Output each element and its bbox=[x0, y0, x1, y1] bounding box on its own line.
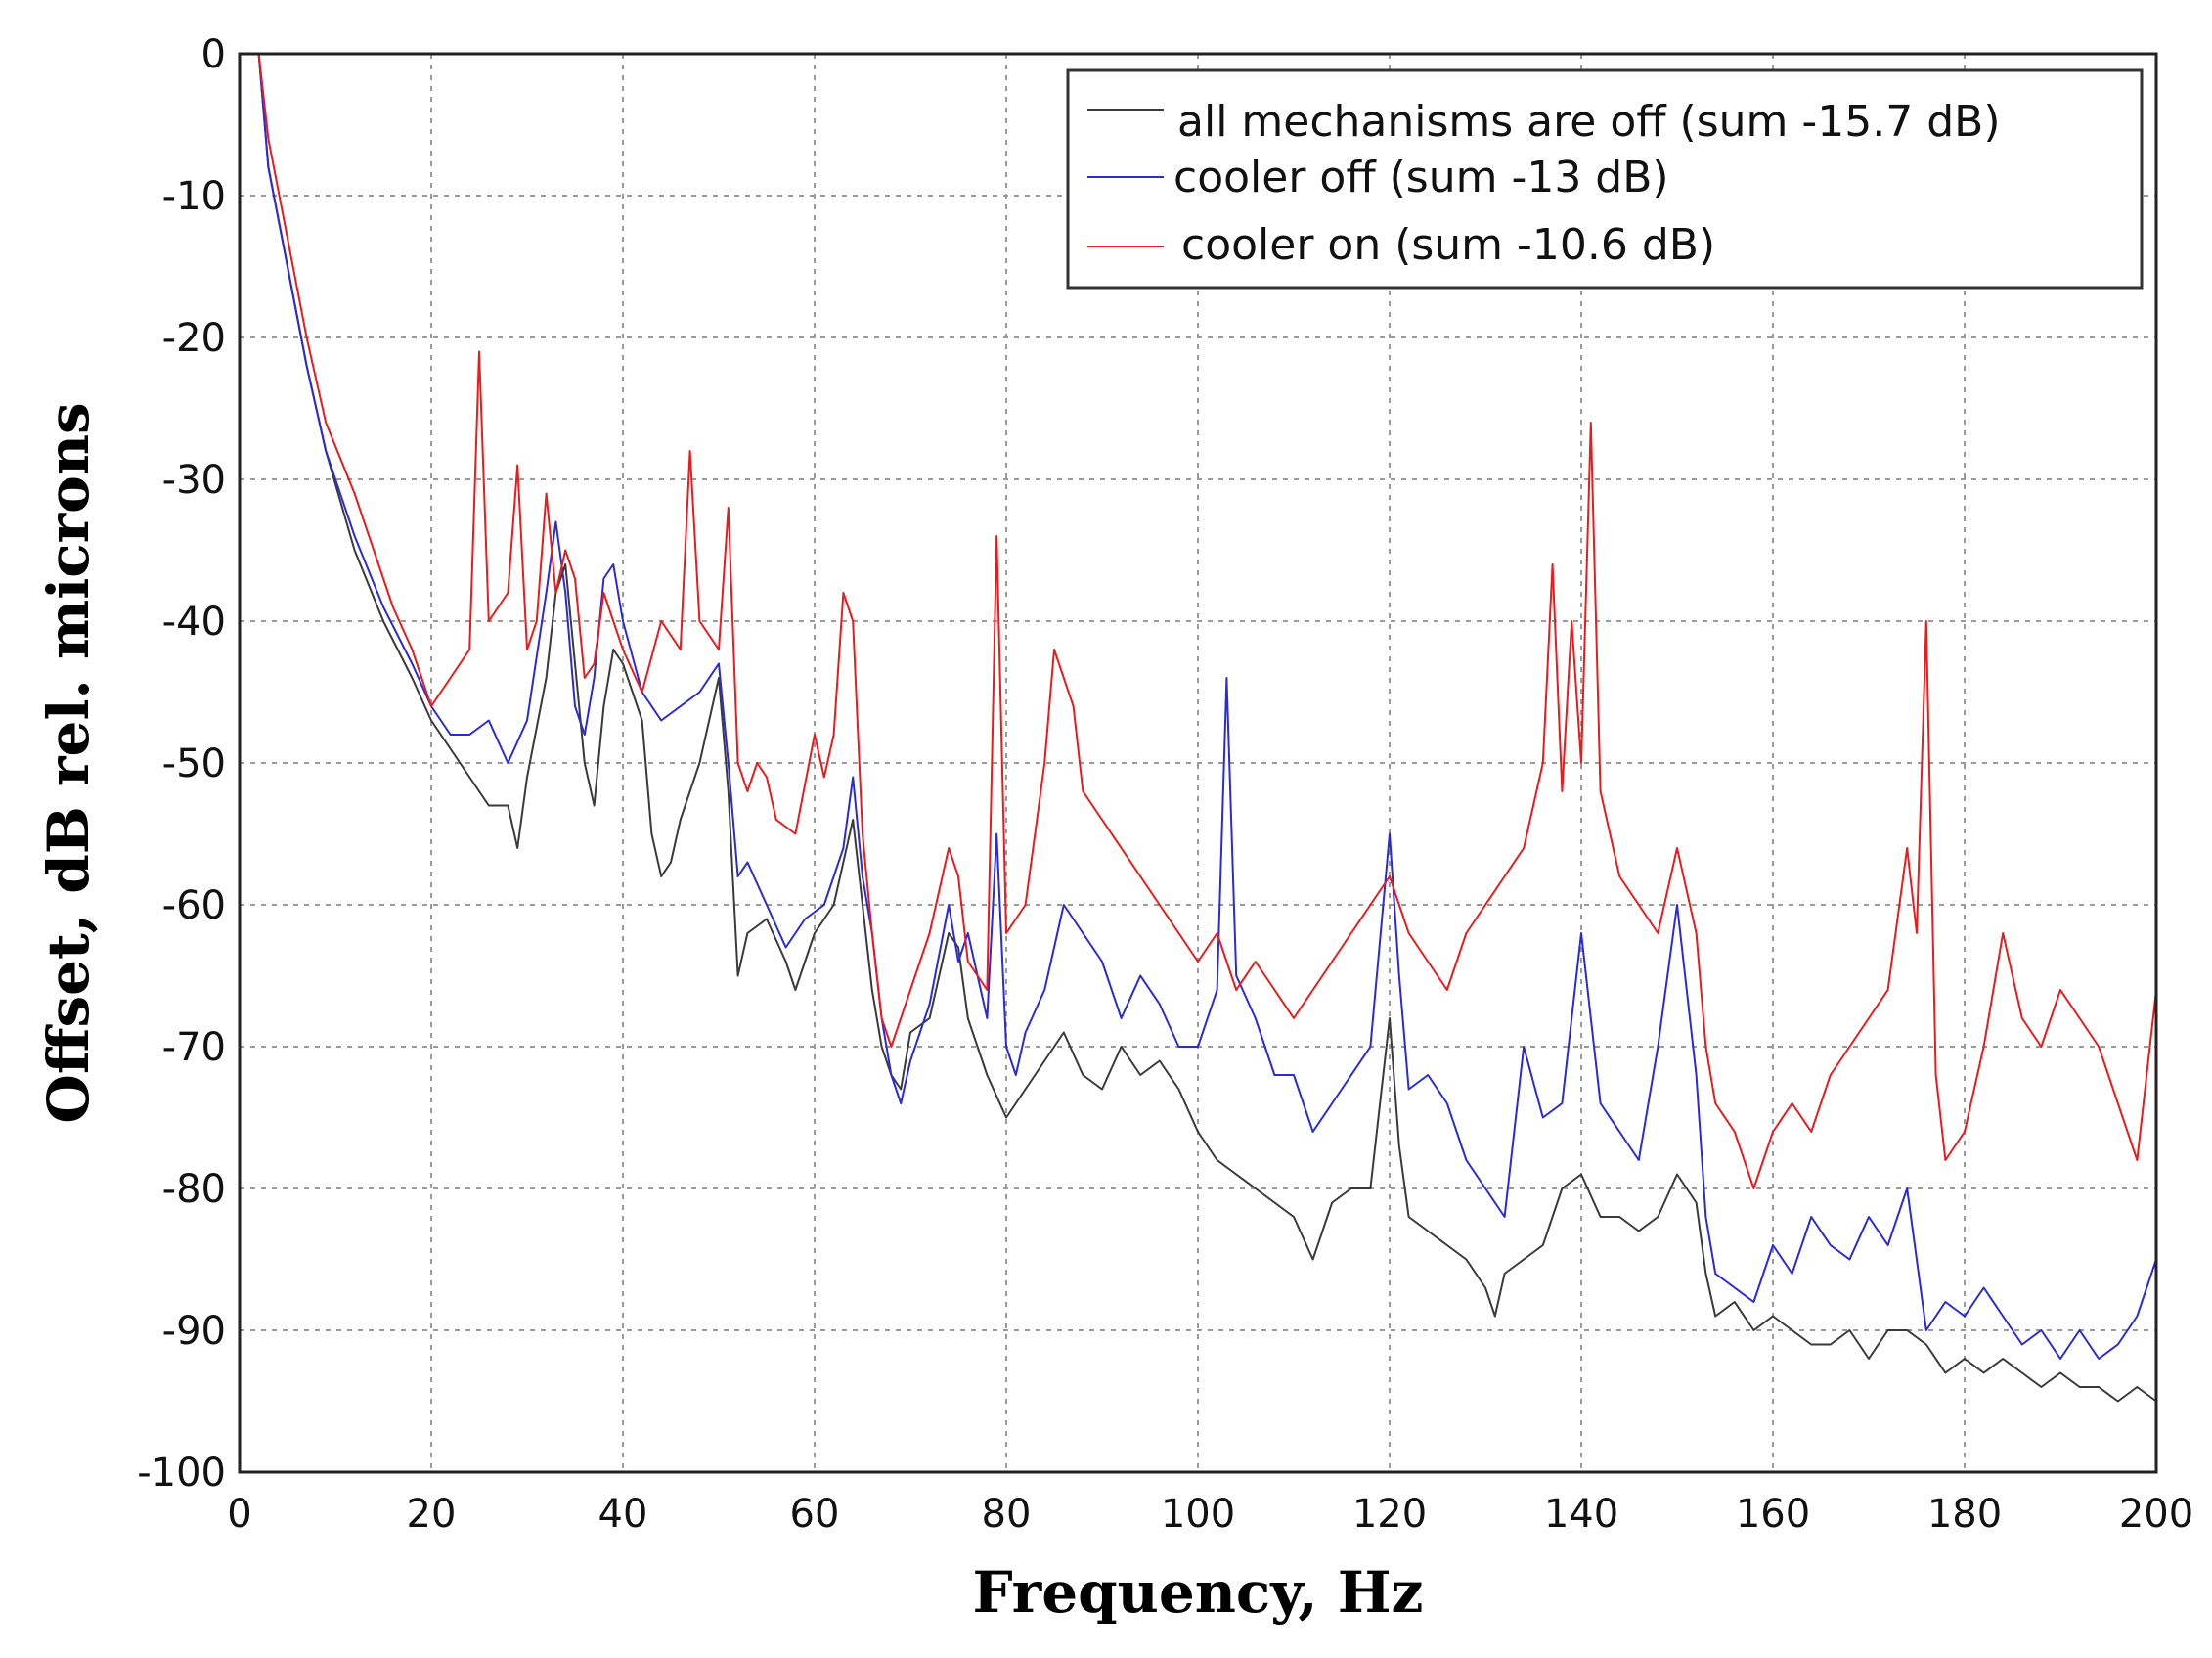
legend-label-cooler-on: cooler on (sum -10.6 dB) bbox=[1181, 220, 1715, 270]
x-tick-label: 120 bbox=[1352, 1492, 1427, 1537]
y-tick-label: -60 bbox=[162, 883, 226, 928]
y-tick-label: -40 bbox=[162, 600, 226, 645]
y-axis-title: Offset, dB rel. microns bbox=[35, 402, 102, 1123]
x-tick-label: 140 bbox=[1544, 1492, 1618, 1537]
series-line-cooler-on bbox=[257, 53, 2157, 1189]
legend: all mechanisms are off (sum -15.7 dB) co… bbox=[1066, 68, 2144, 290]
series-line-cooler-off bbox=[257, 53, 2157, 1360]
x-tick-label: 200 bbox=[2119, 1492, 2193, 1537]
y-tick-label: -10 bbox=[162, 174, 226, 219]
y-tick-label: -90 bbox=[162, 1309, 226, 1354]
plot-frame bbox=[238, 52, 2158, 1474]
x-axis-title: Frequency, Hz bbox=[973, 1559, 1424, 1626]
x-tick-label: 180 bbox=[1927, 1492, 2002, 1537]
x-tick-label: 60 bbox=[790, 1492, 840, 1537]
y-tick-labels: 0 -10 -20 -30 -40 -50 -60 -70 -80 -90 -100 bbox=[137, 32, 226, 1496]
series-line-all-mechanisms-off bbox=[257, 53, 2157, 1403]
y-tick-label: -80 bbox=[162, 1167, 226, 1212]
y-tick-label: -100 bbox=[137, 1451, 226, 1496]
legend-label-cooler-off: cooler off (sum -13 dB) bbox=[1173, 153, 1669, 202]
y-tick-label: -70 bbox=[162, 1025, 226, 1070]
y-tick-label: -50 bbox=[162, 741, 226, 786]
x-tick-label: 40 bbox=[598, 1492, 648, 1537]
x-tick-label: 80 bbox=[982, 1492, 1032, 1537]
y-tick-label: -20 bbox=[162, 316, 226, 361]
x-tick-label: 20 bbox=[407, 1492, 457, 1537]
y-tick-label: -30 bbox=[162, 458, 226, 503]
x-tick-label: 100 bbox=[1161, 1492, 1235, 1537]
legend-box bbox=[1066, 68, 2144, 290]
y-tick-label: 0 bbox=[201, 32, 226, 77]
x-tick-label: 160 bbox=[1736, 1492, 1810, 1537]
x-tick-label: 0 bbox=[227, 1492, 251, 1537]
x-tick-labels: 0 20 40 60 80 100 120 140 160 180 200 bbox=[227, 1492, 2193, 1537]
series-group bbox=[257, 53, 2157, 1403]
legend-label-all-off: all mechanisms are off (sum -15.7 dB) bbox=[1177, 97, 2000, 147]
